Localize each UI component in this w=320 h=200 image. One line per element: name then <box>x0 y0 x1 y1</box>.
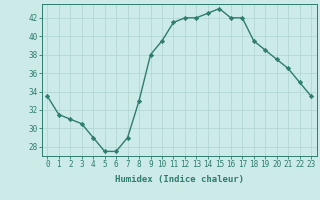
X-axis label: Humidex (Indice chaleur): Humidex (Indice chaleur) <box>115 175 244 184</box>
